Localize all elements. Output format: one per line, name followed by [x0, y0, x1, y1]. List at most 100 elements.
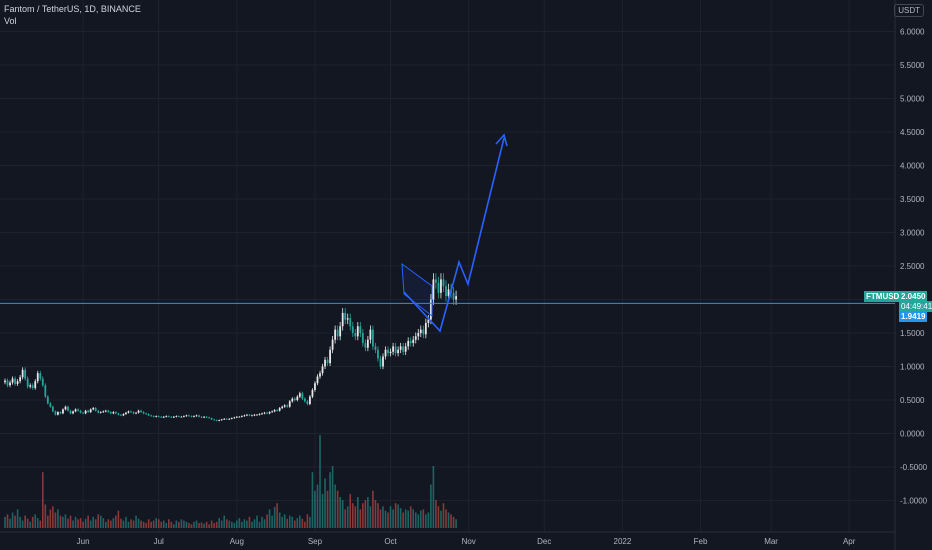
candle-body	[215, 420, 218, 421]
candle-body	[104, 410, 107, 412]
volume-bar	[147, 519, 150, 528]
candle-body	[377, 349, 379, 359]
y-tick-label: 3.0000	[900, 229, 925, 238]
candle-body	[31, 385, 34, 388]
volume-bar	[19, 516, 21, 528]
candle-body	[424, 322, 427, 335]
candle-body	[57, 412, 59, 415]
candle-body	[155, 416, 158, 417]
projection-arrowhead[interactable]	[495, 133, 508, 147]
volume-bar	[422, 509, 425, 528]
volume-bar	[200, 522, 203, 528]
volume-bar	[414, 512, 417, 528]
volume-bar	[215, 521, 218, 528]
volume-bar	[324, 478, 326, 528]
candle-body	[39, 373, 42, 379]
candle-body	[193, 416, 195, 417]
candle-body	[208, 417, 211, 419]
candle-body	[162, 416, 165, 418]
candle-body	[366, 339, 369, 348]
candle-body	[273, 410, 276, 412]
volume-bar	[349, 493, 352, 528]
candle-body	[188, 415, 190, 417]
candle-body	[452, 292, 455, 300]
candle-body	[263, 412, 266, 414]
volume-bar	[271, 515, 273, 528]
candle-body	[29, 385, 32, 387]
volume-indicator-label[interactable]: Vol	[4, 16, 17, 26]
volume-bar	[185, 521, 188, 528]
candle-body	[361, 333, 364, 344]
candle-body	[41, 378, 44, 386]
volume-bar	[59, 515, 62, 528]
candle-body	[326, 359, 329, 364]
volume-bar	[180, 519, 183, 528]
candle-body	[94, 408, 97, 411]
candle-body	[283, 405, 286, 407]
volume-bar	[445, 509, 447, 528]
volume-bar	[132, 520, 135, 528]
candle-body	[125, 412, 127, 415]
candle-body	[321, 366, 324, 374]
volume-bar	[223, 515, 226, 528]
candle-body	[311, 389, 314, 397]
x-tick-label: Sep	[308, 537, 323, 546]
volume-bar	[195, 520, 198, 528]
candle-body	[11, 378, 14, 383]
candle-body	[248, 414, 251, 416]
candle-body	[324, 359, 326, 367]
candle-body	[79, 410, 82, 413]
volume-bar	[238, 518, 241, 528]
volume-bar	[190, 524, 193, 528]
flag-channel-drawing[interactable]	[401, 262, 433, 318]
volume-bar	[321, 493, 324, 528]
volume-bar	[220, 520, 223, 528]
volume-bar	[409, 506, 412, 528]
candle-body	[205, 416, 208, 418]
volume-bar	[382, 506, 384, 528]
volume-bar	[281, 516, 283, 528]
volume-bar	[278, 512, 281, 528]
candle-body	[301, 393, 304, 399]
volume-bar	[296, 518, 299, 528]
volume-bar	[417, 514, 420, 528]
candle-body	[331, 339, 334, 350]
candle-body	[130, 411, 132, 413]
x-tick-label: Mar	[764, 537, 778, 546]
volume-bar	[34, 514, 37, 528]
volume-bar	[57, 509, 59, 528]
candle-body	[51, 406, 54, 412]
volume-bar	[69, 515, 72, 528]
candle-body	[172, 416, 175, 418]
volume-bar	[447, 512, 450, 528]
candle-body	[379, 358, 382, 367]
volume-bar	[261, 516, 263, 528]
candle-body	[117, 413, 120, 415]
volume-bar	[389, 506, 392, 528]
volume-bar	[331, 466, 334, 528]
candle-body	[99, 412, 102, 413]
volume-bar	[372, 490, 374, 528]
candle-body	[281, 406, 284, 409]
volume-bar	[89, 520, 92, 528]
y-tick-label: 2.5000	[900, 262, 925, 271]
candle-body	[412, 339, 415, 344]
candle-body	[142, 412, 145, 414]
candle-body	[82, 412, 85, 414]
volume-bar	[362, 503, 364, 528]
candle-body	[369, 329, 372, 340]
candle-body	[218, 420, 221, 421]
candle-body	[89, 409, 92, 413]
currency-badge[interactable]: USDT	[894, 4, 924, 17]
volume-bar	[11, 512, 14, 528]
projection-path-drawing[interactable]	[403, 137, 505, 333]
volume-bar	[42, 472, 44, 528]
y-tick-label: -0.5000	[900, 463, 928, 472]
volume-bar	[47, 515, 49, 528]
volume-bar	[39, 520, 42, 528]
volume-bar	[311, 472, 314, 528]
volume-bar	[92, 516, 94, 528]
volume-bar	[346, 506, 349, 528]
candle-body	[233, 417, 236, 419]
